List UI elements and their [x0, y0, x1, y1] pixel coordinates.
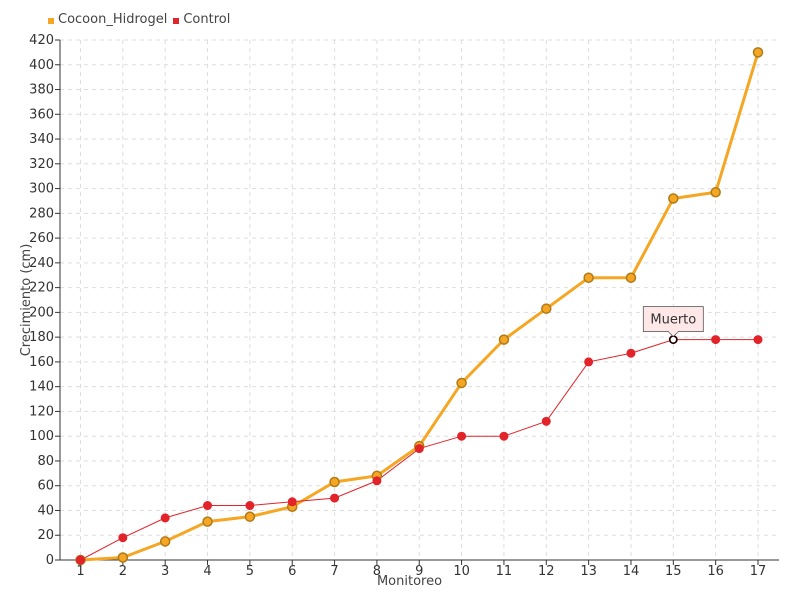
y-tick-label: 260 [29, 231, 54, 246]
x-tick-label: 10 [453, 564, 470, 579]
y-tick-label: 40 [37, 503, 54, 518]
x-tick-label: 17 [750, 564, 767, 579]
data-point-series-2 [541, 416, 551, 426]
legend: Cocoon_Hidrogel Control [48, 12, 236, 27]
legend-swatch-series-1 [48, 17, 54, 24]
y-tick-label: 340 [29, 132, 54, 147]
y-tick-label: 180 [29, 330, 54, 345]
data-point-series-1 [625, 272, 637, 283]
x-tick-label: 13 [580, 564, 597, 579]
data-point-series-1 [456, 377, 467, 389]
data-point-series-2 [245, 501, 255, 511]
y-tick-label: 400 [29, 58, 54, 73]
x-tick-label: 14 [623, 564, 640, 579]
data-point-series-2 [711, 335, 721, 345]
y-tick-label: 120 [29, 404, 54, 419]
x-tick-label: 8 [373, 564, 381, 579]
data-point-series-2 [499, 431, 509, 441]
data-point-series-1 [202, 516, 213, 527]
y-axis-label: Crecimiento (cm) [19, 244, 34, 357]
tooltip-box [642, 306, 704, 333]
data-point-series-1 [159, 536, 171, 547]
legend-item-series-2[interactable]: Control [173, 12, 230, 27]
data-point-series-1 [541, 303, 552, 314]
y-tick-label: 380 [29, 83, 54, 98]
y-tick-label: 300 [29, 182, 54, 197]
data-point-series-1 [498, 334, 510, 345]
data-point-series-2 [287, 497, 297, 507]
y-tick-label: 360 [29, 107, 54, 122]
y-tick-label: 100 [29, 429, 54, 444]
x-tick-label: 1 [76, 564, 84, 579]
data-point-series-2 [76, 555, 85, 565]
x-tick-label: 12 [538, 564, 555, 579]
y-tick-label: 140 [29, 380, 54, 395]
x-tick-label: 9 [415, 564, 423, 579]
data-point-series-2 [330, 493, 340, 503]
data-point-series-2 [457, 431, 467, 441]
x-tick-label: 3 [161, 564, 169, 579]
data-point-series-1 [752, 47, 764, 58]
data-point-series-1 [583, 272, 594, 283]
y-tick-label: 20 [37, 528, 54, 543]
legend-swatch-series-2 [173, 17, 180, 24]
data-point-series-1 [117, 552, 129, 563]
y-tick-label: 220 [29, 281, 54, 296]
y-tick-label: 60 [37, 479, 54, 494]
y-tick-label: 280 [29, 206, 54, 221]
data-point-series-2 [753, 335, 763, 345]
x-tick-label: 11 [496, 564, 513, 579]
x-tick-label: 5 [246, 564, 254, 579]
x-axis-label: Monitoreo [377, 574, 442, 589]
y-tick-label: 80 [37, 454, 54, 469]
tooltip-label: Muerto [650, 313, 696, 328]
data-point-series-2 [160, 513, 170, 523]
data-point-series-2 [584, 357, 594, 367]
y-tick-label: 160 [29, 355, 54, 370]
data-point-series-2 [372, 476, 382, 486]
y-tick-label: 0 [46, 553, 54, 568]
y-tick-label: 320 [29, 157, 54, 172]
data-point-series-1 [244, 511, 256, 522]
data-point-series-2 [414, 444, 424, 454]
data-point-series-2 [203, 501, 213, 511]
legend-label-series-2: Control [183, 12, 231, 27]
data-point-series-1 [668, 193, 679, 204]
y-tick-label: 420 [29, 33, 54, 48]
legend-label-series-1: Cocoon_Hidrogel [58, 12, 168, 27]
data-point-series-1 [710, 187, 721, 198]
y-tick-label: 240 [29, 256, 54, 271]
y-tick-label: 200 [29, 305, 54, 320]
x-tick-label: 6 [288, 564, 296, 579]
x-tick-label: 7 [330, 564, 338, 579]
x-tick-label: 2 [119, 564, 127, 579]
data-point-series-2 [626, 348, 636, 358]
legend-item-series-1[interactable]: Cocoon_Hidrogel [48, 12, 167, 27]
data-point-series-1 [329, 476, 340, 488]
x-tick-label: 16 [707, 564, 724, 579]
x-tick-label: 4 [203, 564, 211, 579]
x-tick-label: 15 [665, 564, 682, 579]
data-point-series-2 [118, 533, 128, 543]
